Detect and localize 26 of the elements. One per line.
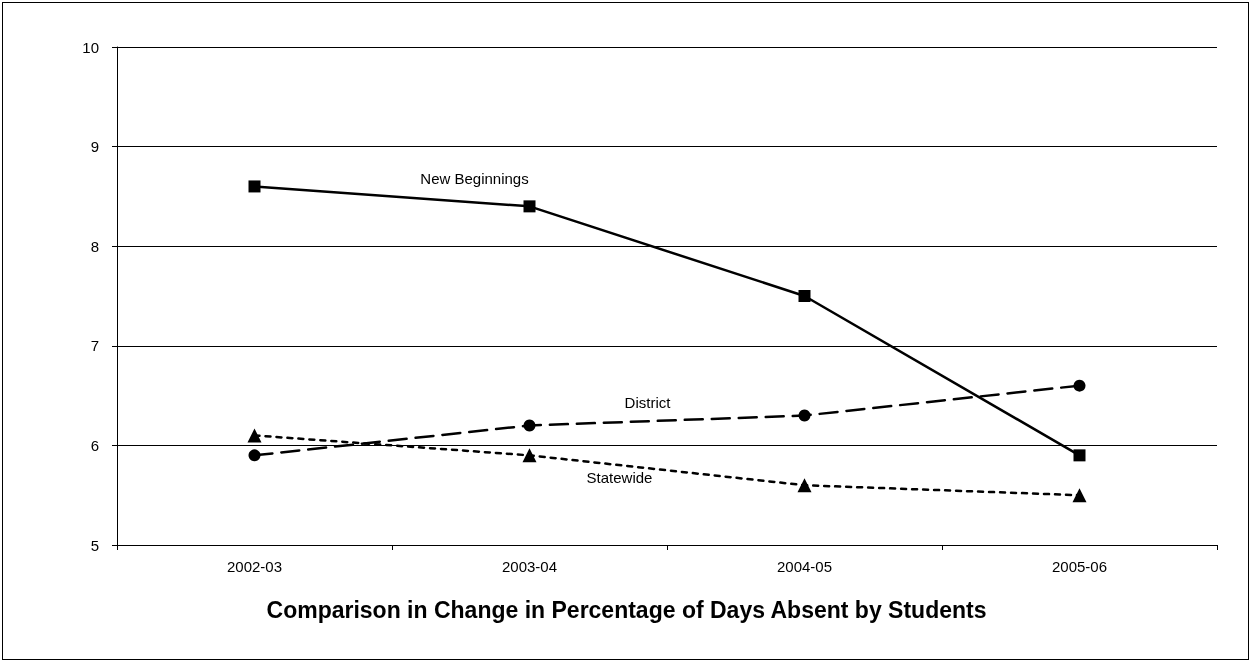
y-tick-label: 5 bbox=[90, 536, 99, 554]
point bbox=[797, 478, 812, 493]
y-tick-label: 7 bbox=[90, 337, 99, 355]
x-tick-label: 2003-04 bbox=[501, 558, 558, 575]
y-tick-label: 10 bbox=[82, 38, 99, 56]
x-tick-label: 2005-06 bbox=[1051, 558, 1108, 575]
point bbox=[523, 200, 536, 213]
series-label: Statewide bbox=[586, 468, 653, 486]
point bbox=[522, 448, 537, 463]
x-tick-label: 2004-05 bbox=[776, 558, 833, 575]
point bbox=[1073, 449, 1086, 462]
x-tick-label: 2002-03 bbox=[226, 558, 283, 575]
point bbox=[1072, 488, 1087, 503]
point bbox=[248, 449, 261, 462]
point bbox=[247, 428, 262, 443]
y-tick-label: 8 bbox=[90, 237, 99, 255]
y-tick-label: 6 bbox=[90, 436, 99, 454]
point bbox=[248, 180, 261, 193]
point bbox=[798, 409, 811, 422]
text: Comparison in Change in Percentage of Days Absent by Students bbox=[266, 596, 987, 623]
point bbox=[1073, 379, 1086, 392]
series-label: District bbox=[624, 393, 672, 411]
point bbox=[523, 419, 536, 432]
series-label: New Beginnings bbox=[420, 169, 529, 187]
point bbox=[798, 290, 811, 302]
y-tick-label: 9 bbox=[90, 138, 99, 156]
